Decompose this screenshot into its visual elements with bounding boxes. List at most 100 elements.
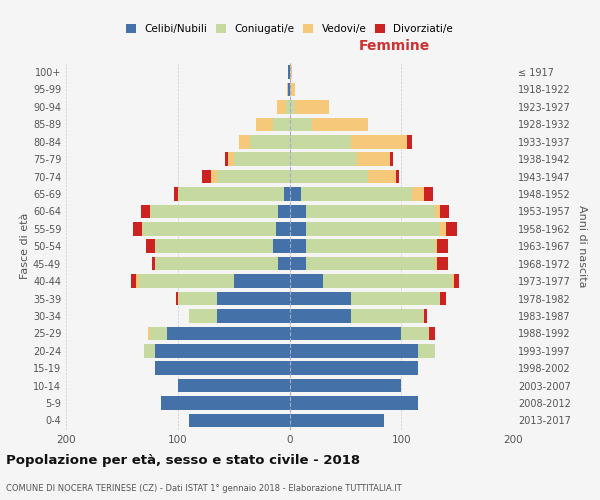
Bar <box>224 152 228 166</box>
Bar <box>290 170 368 183</box>
Bar <box>418 344 435 358</box>
Bar <box>146 240 155 253</box>
Bar <box>351 309 424 322</box>
Bar <box>295 100 329 114</box>
Bar <box>290 274 323 288</box>
Bar <box>437 257 448 270</box>
Bar <box>290 100 295 114</box>
Bar <box>368 170 395 183</box>
Bar <box>150 326 167 340</box>
Bar <box>211 170 217 183</box>
Bar <box>284 187 290 201</box>
Bar <box>289 82 290 96</box>
Bar <box>356 152 390 166</box>
Bar <box>233 152 290 166</box>
Bar <box>424 309 427 322</box>
Bar <box>435 240 437 253</box>
Bar <box>155 257 278 270</box>
Bar <box>273 240 290 253</box>
Bar <box>395 170 399 183</box>
Bar <box>290 362 418 375</box>
Bar <box>407 135 412 148</box>
Bar <box>290 257 306 270</box>
Bar <box>323 274 452 288</box>
Bar <box>290 309 351 322</box>
Bar <box>239 135 250 148</box>
Bar <box>290 240 306 253</box>
Bar <box>435 257 437 270</box>
Bar <box>290 326 401 340</box>
Bar <box>290 135 351 148</box>
Bar <box>290 152 356 166</box>
Bar <box>306 257 435 270</box>
Bar <box>144 344 155 358</box>
Legend: Celibi/Nubili, Coniugati/e, Vedovi/e, Divorziati/e: Celibi/Nubili, Coniugati/e, Vedovi/e, Di… <box>122 20 457 38</box>
Bar <box>202 170 211 183</box>
Bar <box>217 309 290 322</box>
Bar <box>276 222 290 235</box>
Bar <box>429 326 435 340</box>
Bar <box>290 292 351 306</box>
Bar <box>175 187 178 201</box>
Text: Femmine: Femmine <box>359 40 430 54</box>
Bar <box>176 292 178 306</box>
Bar <box>401 326 429 340</box>
Bar <box>440 204 449 218</box>
Text: COMUNE DI NOCERA TERINESE (CZ) - Dati ISTAT 1° gennaio 2018 - Elaborazione TUTTI: COMUNE DI NOCERA TERINESE (CZ) - Dati IS… <box>6 484 402 493</box>
Y-axis label: Anni di nascita: Anni di nascita <box>577 205 587 288</box>
Bar <box>440 292 446 306</box>
Bar <box>155 362 290 375</box>
Bar <box>452 274 454 288</box>
Bar <box>290 82 295 96</box>
Bar <box>424 187 433 201</box>
Bar <box>290 118 312 131</box>
Bar <box>437 240 448 253</box>
Bar <box>290 414 385 427</box>
Bar <box>287 82 289 96</box>
Bar <box>150 204 278 218</box>
Bar <box>217 292 290 306</box>
Bar <box>290 204 306 218</box>
Bar <box>435 204 440 218</box>
Bar <box>148 326 150 340</box>
Bar <box>440 222 446 235</box>
Bar <box>189 309 217 322</box>
Bar <box>250 135 290 148</box>
Bar <box>233 274 290 288</box>
Bar <box>446 222 457 235</box>
Bar <box>412 187 424 201</box>
Bar <box>161 396 290 410</box>
Bar <box>312 118 368 131</box>
Bar <box>306 204 435 218</box>
Bar <box>290 222 306 235</box>
Bar <box>139 274 233 288</box>
Bar <box>290 66 292 79</box>
Bar <box>278 257 290 270</box>
Bar <box>290 344 418 358</box>
Bar <box>306 222 440 235</box>
Bar <box>133 222 142 235</box>
Bar <box>142 222 276 235</box>
Bar <box>256 118 273 131</box>
Bar <box>178 379 290 392</box>
Bar <box>141 204 150 218</box>
Bar <box>286 100 290 114</box>
Bar <box>131 274 136 288</box>
Bar <box>290 187 301 201</box>
Bar <box>228 152 233 166</box>
Y-axis label: Fasce di età: Fasce di età <box>20 213 30 280</box>
Bar <box>178 292 217 306</box>
Bar <box>278 204 290 218</box>
Bar <box>152 257 155 270</box>
Bar <box>390 152 394 166</box>
Bar <box>351 135 407 148</box>
Bar <box>290 379 401 392</box>
Bar <box>217 170 290 183</box>
Text: Popolazione per età, sesso e stato civile - 2018: Popolazione per età, sesso e stato civil… <box>6 454 360 467</box>
Bar <box>189 414 290 427</box>
Bar <box>306 240 435 253</box>
Bar <box>301 187 412 201</box>
Bar <box>136 274 139 288</box>
Bar <box>290 396 418 410</box>
Bar <box>277 100 286 114</box>
